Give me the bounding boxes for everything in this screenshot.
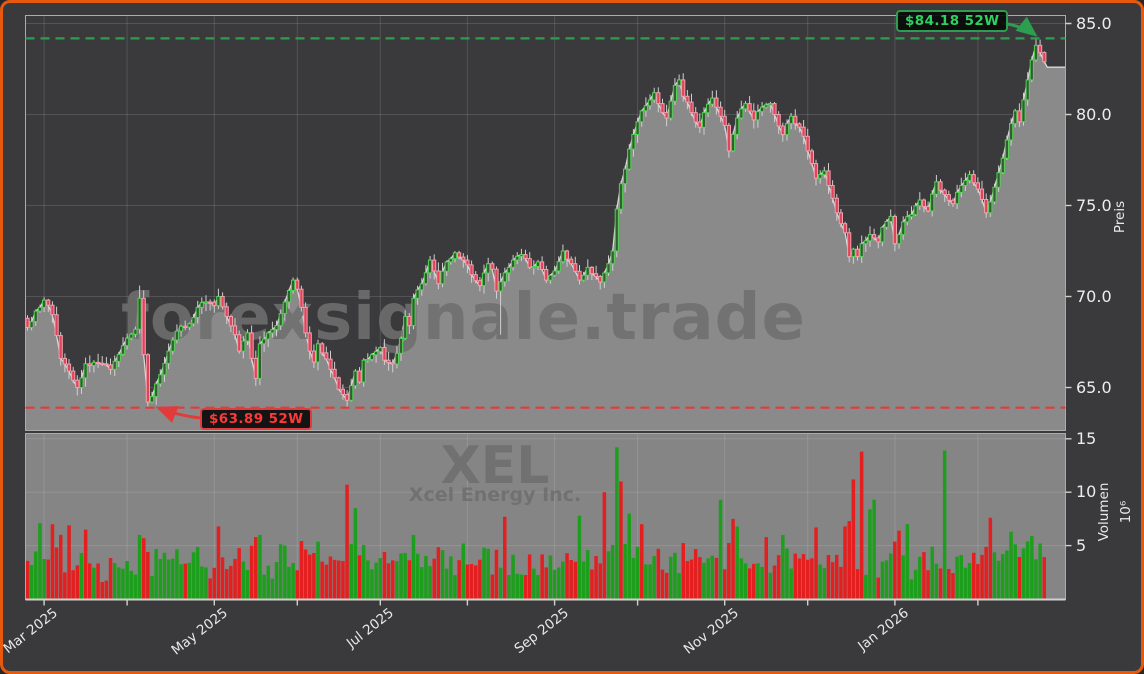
volume-tick-label: 10 — [1076, 482, 1097, 502]
price-area-fill — [25, 45, 1066, 431]
volume-tick-label: 15 — [1076, 428, 1097, 448]
volume-axis-title: Volumen — [1096, 482, 1112, 542]
volume-tick-label: 5 — [1076, 535, 1087, 555]
x-axis-month-label: Jul 2025 — [343, 605, 398, 652]
price-tick-label: 80.0 — [1076, 104, 1112, 124]
watermark-site: forexsignale.trade — [121, 281, 806, 355]
price-axis-title: Preis — [1112, 200, 1128, 234]
price-tick-label: 65.0 — [1076, 377, 1112, 397]
x-axis-month-label: May 2025 — [168, 605, 232, 659]
price-panel-spine — [25, 15, 1066, 431]
volume-axis-unit: 10⁶ — [1118, 500, 1134, 524]
low-52w-annotation: $63.89 52W — [200, 408, 313, 430]
x-axis-month-label: Nov 2025 — [680, 605, 742, 658]
x-axis-month-label: Jan 2026 — [854, 605, 912, 655]
price-tick-label: 75.0 — [1076, 195, 1112, 215]
price-tick-label: 70.0 — [1076, 286, 1112, 306]
high-52w-annotation: $84.18 52W — [896, 10, 1009, 32]
x-axis-month-label: Mar 2025 — [0, 605, 61, 658]
watermark-company-name: Xcel Energy Inc. — [408, 484, 582, 506]
low-52w-arrow — [155, 406, 201, 423]
price-tick-label: 85.0 — [1076, 13, 1112, 33]
x-axis-month-label: Sep 2025 — [511, 605, 572, 658]
